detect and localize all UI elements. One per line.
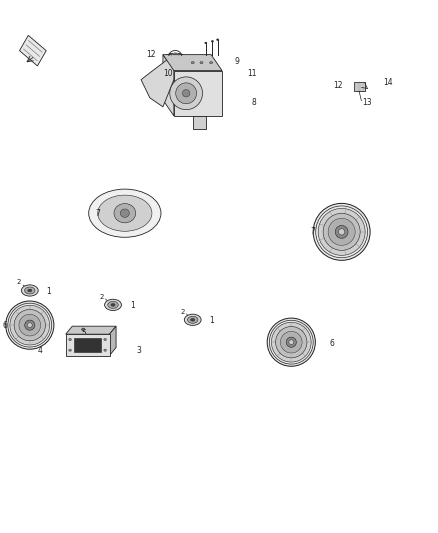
Ellipse shape [120,209,129,217]
Ellipse shape [209,61,212,64]
Text: 1: 1 [209,317,214,325]
Ellipse shape [313,204,370,260]
Ellipse shape [10,305,49,345]
Ellipse shape [104,349,106,351]
Ellipse shape [27,322,32,328]
Text: 1: 1 [131,302,135,310]
Ellipse shape [19,314,41,336]
Ellipse shape [114,204,136,223]
Text: 3: 3 [137,346,141,354]
Ellipse shape [170,77,202,110]
Ellipse shape [25,320,35,330]
Text: 6: 6 [329,340,334,348]
Ellipse shape [69,349,71,351]
Text: 5: 5 [81,329,86,337]
Ellipse shape [176,83,197,104]
Text: 10: 10 [163,69,173,78]
Polygon shape [141,55,174,107]
Ellipse shape [211,41,214,42]
Ellipse shape [81,328,85,330]
Ellipse shape [191,318,195,321]
Polygon shape [66,326,116,334]
Polygon shape [110,326,116,356]
Ellipse shape [276,327,307,358]
Ellipse shape [88,189,161,237]
Ellipse shape [21,285,38,296]
Ellipse shape [104,338,106,341]
Bar [354,82,364,91]
Ellipse shape [166,53,184,59]
Ellipse shape [69,338,71,341]
Text: 11: 11 [247,69,257,78]
Ellipse shape [111,303,115,306]
Text: 12: 12 [146,51,155,59]
Text: 2: 2 [17,279,21,286]
Ellipse shape [98,195,152,231]
Ellipse shape [6,301,54,349]
Ellipse shape [286,337,297,347]
Ellipse shape [335,225,348,238]
Ellipse shape [318,208,365,255]
Polygon shape [163,55,222,71]
Ellipse shape [272,322,311,362]
Ellipse shape [267,318,315,366]
Text: 2: 2 [180,309,185,315]
Polygon shape [19,35,46,66]
Ellipse shape [280,332,302,353]
Ellipse shape [182,90,190,97]
Polygon shape [163,55,174,116]
Text: 6: 6 [2,321,7,329]
Ellipse shape [200,61,203,64]
Text: 4: 4 [38,346,43,354]
Text: 12: 12 [333,81,343,90]
Text: 2: 2 [99,294,104,300]
Text: 7: 7 [95,209,100,217]
Polygon shape [174,71,222,116]
Text: 13: 13 [363,98,372,107]
Ellipse shape [187,316,198,324]
Text: 9: 9 [234,57,239,66]
Text: 14: 14 [383,78,393,87]
Ellipse shape [25,287,35,294]
Ellipse shape [184,314,201,326]
Ellipse shape [14,310,46,341]
Ellipse shape [323,213,360,251]
Text: 8: 8 [252,98,257,107]
Ellipse shape [28,289,32,292]
Ellipse shape [205,42,207,44]
Ellipse shape [216,39,219,41]
Ellipse shape [328,219,355,245]
Ellipse shape [108,301,118,309]
Bar [66,334,110,356]
Ellipse shape [105,299,121,311]
Ellipse shape [339,229,345,235]
Ellipse shape [191,61,194,64]
Text: 1: 1 [46,287,51,296]
Polygon shape [193,116,206,130]
Bar [74,338,101,352]
Text: 7: 7 [311,228,315,236]
Ellipse shape [289,340,294,345]
